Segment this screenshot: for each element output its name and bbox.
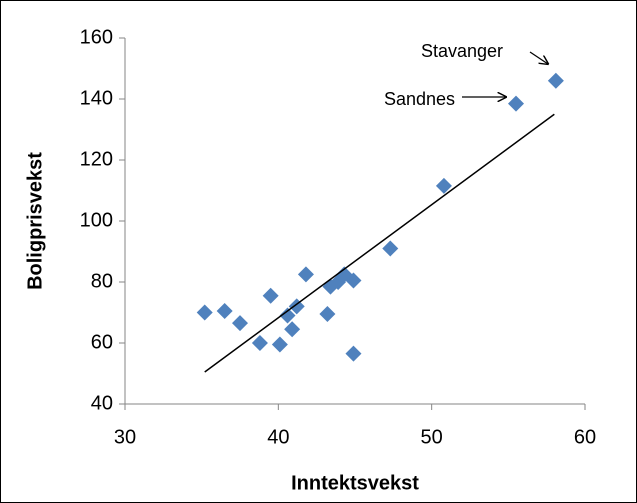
trendline [204, 113, 555, 373]
annotation: Sandnes [384, 89, 455, 109]
y-tick-label: 160 [80, 26, 113, 48]
point [297, 266, 314, 283]
x-tick-label: 40 [267, 426, 289, 448]
x-axis-title: Inntektsvekst [291, 472, 419, 494]
x-tick-label: 50 [421, 426, 443, 448]
point [279, 307, 296, 324]
x-tick-label: 30 [114, 426, 136, 448]
point [284, 321, 301, 338]
point [508, 95, 524, 112]
point [271, 336, 288, 353]
annotation: Stavanger [421, 41, 503, 61]
point [232, 315, 248, 332]
point [319, 306, 336, 323]
point [345, 345, 362, 362]
point [345, 272, 362, 289]
y-tick-label: 120 [80, 148, 113, 170]
y-tick-label: 80 [91, 270, 113, 292]
point [216, 302, 233, 319]
point [262, 287, 279, 304]
y-tick-label: 100 [80, 209, 113, 231]
x-tick-label: 60 [574, 426, 596, 448]
point [382, 240, 399, 257]
y-axis-title: Boligprisvekst [24, 152, 46, 290]
point [196, 304, 213, 321]
point [547, 72, 564, 89]
y-tick-label: 140 [80, 87, 113, 109]
y-tick-label: 40 [91, 392, 113, 414]
point [288, 298, 305, 315]
y-tick-label: 60 [91, 331, 113, 353]
annotation-arrow [529, 51, 548, 64]
point [251, 335, 268, 351]
point [435, 177, 452, 194]
